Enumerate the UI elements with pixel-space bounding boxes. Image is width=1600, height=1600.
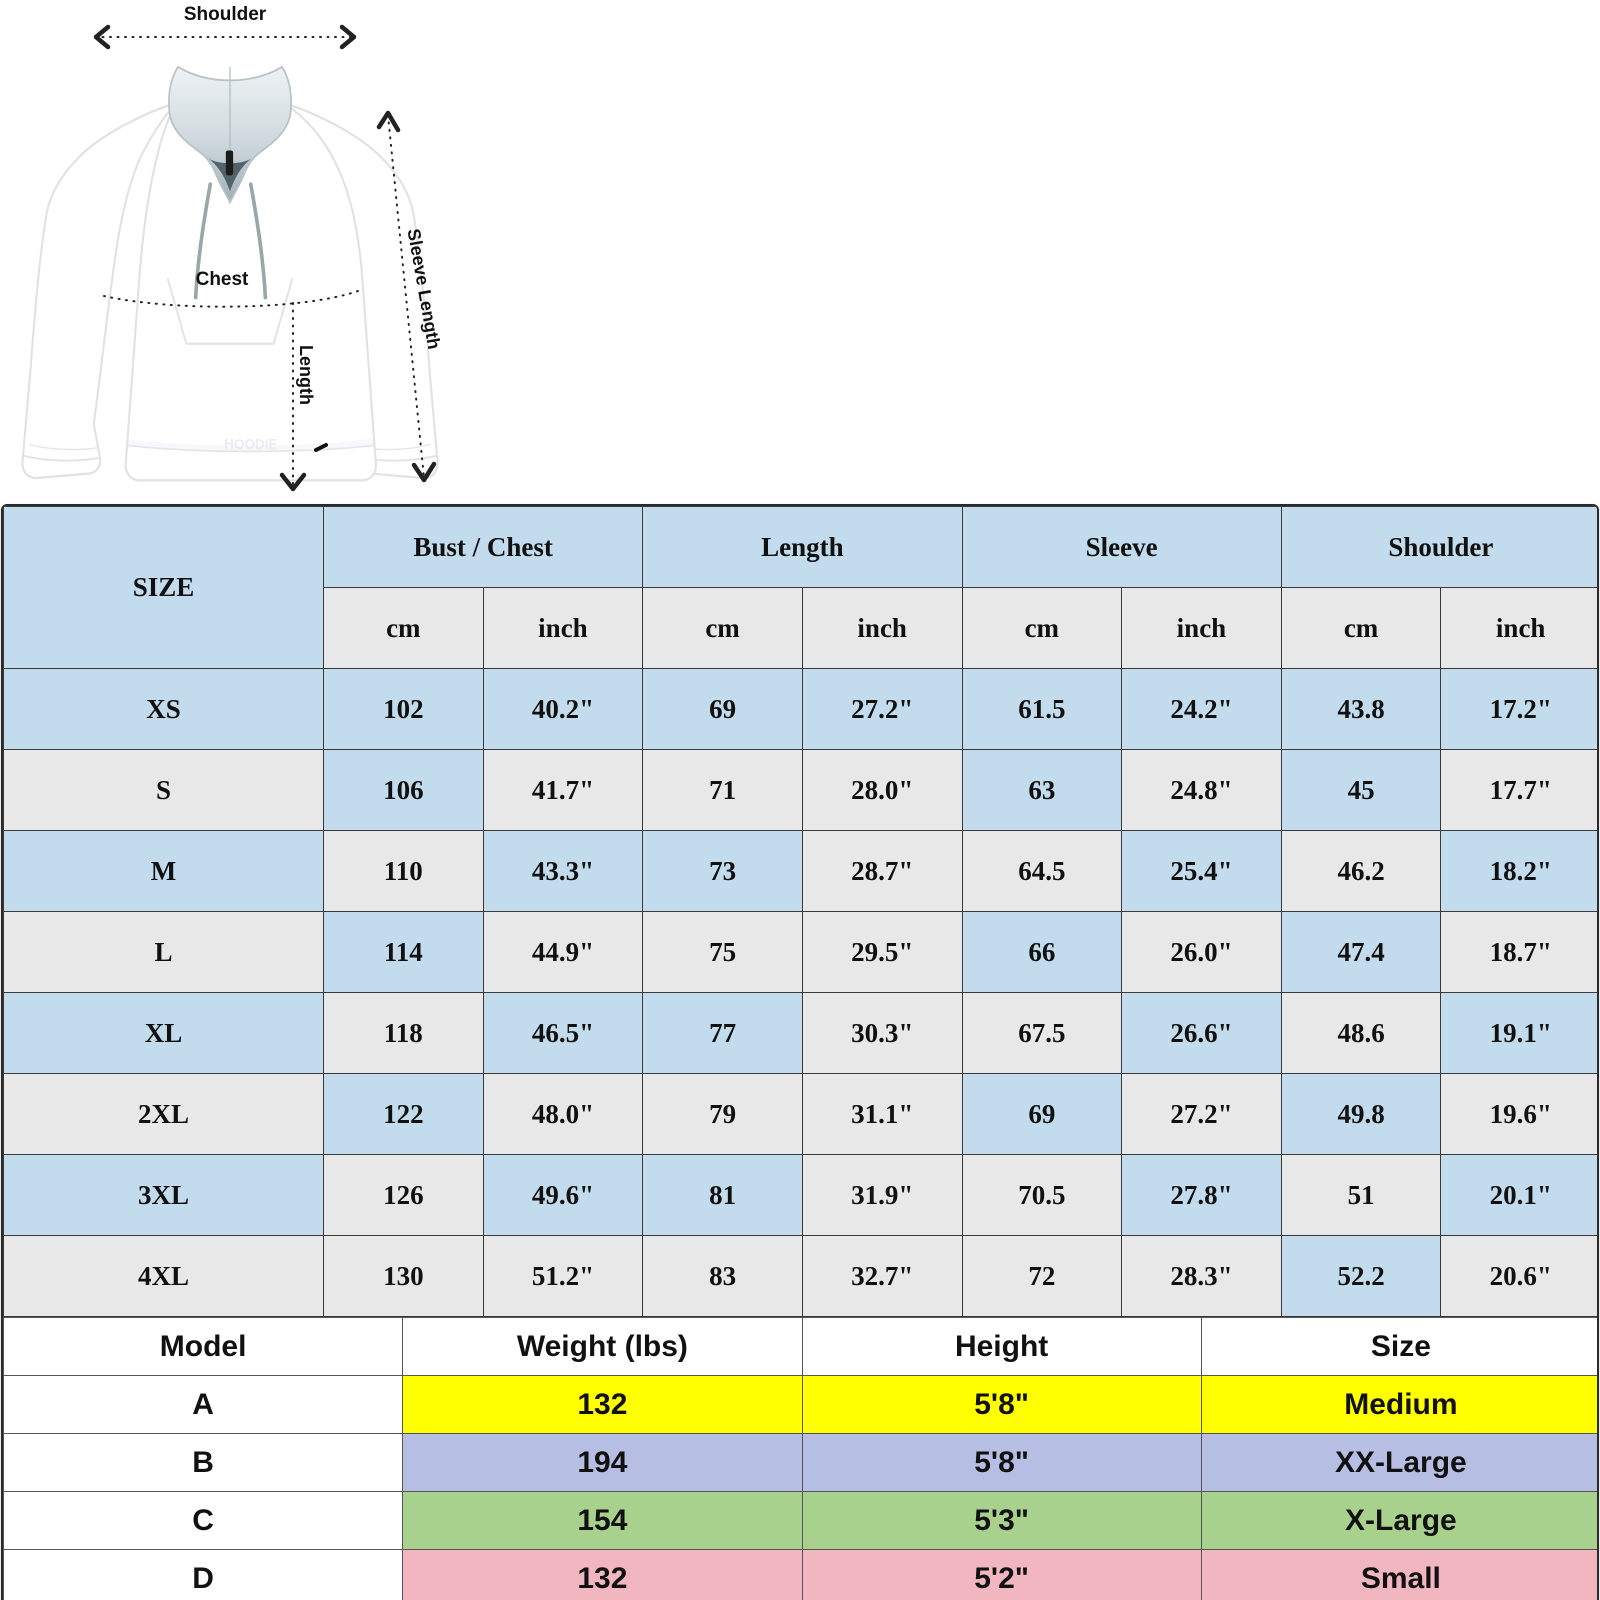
svg-text:Length: Length [296,345,316,405]
svg-text:Chest: Chest [196,269,249,290]
svg-text:HOODIE: HOODIE [224,435,277,452]
svg-text:Shoulder: Shoulder [184,4,267,25]
